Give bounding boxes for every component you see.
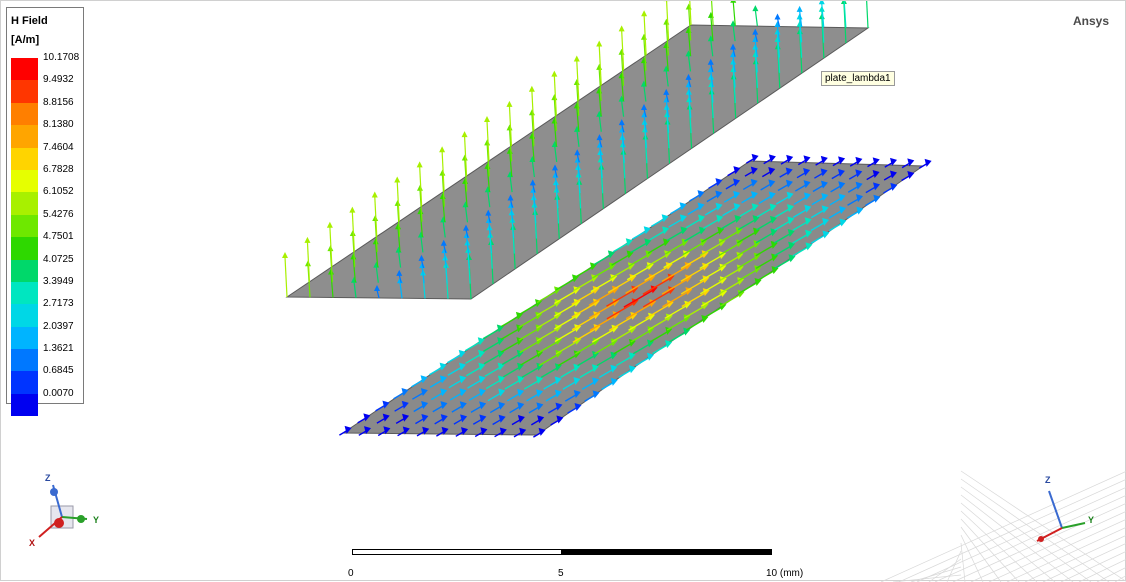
legend-value-label: 0.6845: [43, 365, 83, 387]
legend-value-label: 0.0070: [43, 388, 83, 410]
triad-left-y-label: Y: [93, 515, 99, 525]
legend-value-label: 2.0397: [43, 321, 83, 343]
legend-swatch: [11, 170, 38, 192]
brand-logo: Ansys: [1073, 14, 1109, 28]
legend-title: H Field: [11, 15, 48, 27]
scale-label-0: 0: [348, 568, 354, 579]
legend-swatch: [11, 327, 38, 349]
legend-swatch: [11, 192, 38, 214]
legend-value-label: 8.8156: [43, 97, 83, 119]
legend-value-label: 6.7828: [43, 164, 83, 186]
legend-swatch: [11, 349, 38, 371]
legend-swatch: [11, 371, 38, 393]
scale-bar-segment-dark: [562, 549, 772, 555]
legend-swatch: [11, 103, 38, 125]
legend-swatch: [11, 125, 38, 147]
legend-swatch: [11, 304, 38, 326]
scale-label-5: 5: [558, 568, 564, 579]
triad-right-y-label: Y: [1088, 515, 1094, 525]
legend-unit: [A/m]: [11, 34, 39, 46]
legend-swatch: [11, 58, 38, 80]
legend-value-label: 3.3949: [43, 276, 83, 298]
triad-right-z-label: Z: [1045, 475, 1051, 485]
legend-value-label: 6.1052: [43, 186, 83, 208]
legend-color-bar: [11, 58, 38, 416]
legend-swatch: [11, 80, 38, 102]
legend-value-label: 4.7501: [43, 231, 83, 253]
legend-swatch: [11, 215, 38, 237]
scale-bar-segment-light: [352, 549, 562, 555]
ground-grid-right: [881, 471, 1126, 582]
scale-label-10: 10 (mm): [766, 568, 803, 579]
scale-bar: [352, 549, 772, 557]
legend-swatch: [11, 148, 38, 170]
legend-value-label: 2.7173: [43, 298, 83, 320]
triad-left-z-label: Z: [45, 473, 51, 483]
axis-triad-left: [39, 485, 87, 537]
legend-value-label: 9.4932: [43, 74, 83, 96]
legend-swatch: [11, 282, 38, 304]
legend-swatch: [11, 237, 38, 259]
legend-value-label: 1.3621: [43, 343, 83, 365]
object-tooltip: plate_lambda1: [821, 71, 895, 86]
legend-value-label: 4.0725: [43, 254, 83, 276]
legend-value-label: 7.4604: [43, 142, 83, 164]
legend-value-label: 8.1380: [43, 119, 83, 141]
triad-left-x-label: X: [29, 538, 35, 548]
legend-swatch: [11, 260, 38, 282]
legend-swatch: [11, 394, 38, 416]
legend-value-label: 5.4276: [43, 209, 83, 231]
legend-value-label: 10.1708: [43, 52, 83, 74]
